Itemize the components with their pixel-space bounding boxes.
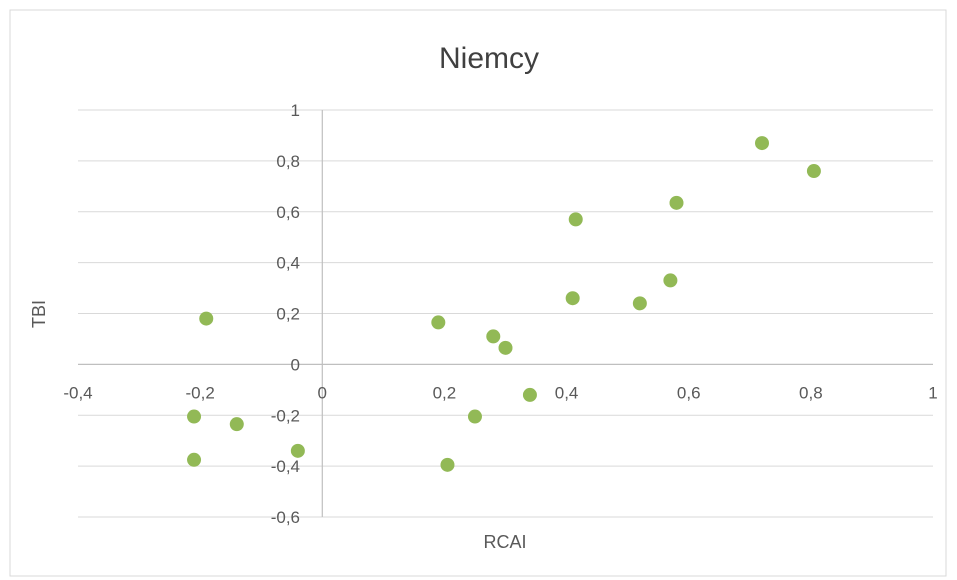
y-tick-label: -0,4 xyxy=(271,457,300,476)
chart-title: Niemcy xyxy=(439,42,539,75)
data-point xyxy=(290,443,305,458)
x-tick-label: 0 xyxy=(318,383,327,402)
data-point xyxy=(431,315,446,330)
data-points xyxy=(187,136,821,472)
y-tick-label: -0,6 xyxy=(271,508,300,527)
x-tick-label: 0,6 xyxy=(677,383,701,402)
x-tick-label: 1 xyxy=(928,383,937,402)
x-tick-label: 0,2 xyxy=(433,383,457,402)
y-tick-label: 0,8 xyxy=(276,152,300,171)
data-point xyxy=(229,417,244,432)
y-tick-label: 0,6 xyxy=(276,203,300,222)
data-point xyxy=(498,340,513,355)
data-point xyxy=(522,387,537,402)
data-point xyxy=(565,291,580,306)
tick-labels: 1 0,8 0,6 0,4 0,2 0 -0,2 -0,4 -0,6 -0,4 -0,2 0 0,2 0,… xyxy=(63,101,937,527)
y-axis-title: TBI xyxy=(29,300,49,328)
y-tick-label: 0 xyxy=(291,355,300,374)
data-point xyxy=(187,452,202,467)
x-axis-title: RCAI xyxy=(483,532,526,552)
x-tick-label: 0,8 xyxy=(799,383,823,402)
x-tick-label: -0,2 xyxy=(185,383,214,402)
data-point xyxy=(467,409,482,424)
data-point xyxy=(486,329,501,344)
axes xyxy=(78,110,933,517)
data-point xyxy=(663,273,678,288)
data-point xyxy=(568,212,583,227)
gridlines xyxy=(78,109,933,518)
data-point xyxy=(669,195,684,210)
x-tick-label: 0,4 xyxy=(555,383,579,402)
data-point xyxy=(440,457,455,472)
chart-border xyxy=(9,9,947,577)
data-point xyxy=(187,409,202,424)
y-tick-label: 0,4 xyxy=(276,254,300,273)
data-point xyxy=(755,136,769,151)
y-tick-label: 0,2 xyxy=(276,305,300,324)
data-point xyxy=(199,311,214,326)
y-tick-label: -0,2 xyxy=(271,406,300,425)
y-tick-label: 1 xyxy=(291,101,300,120)
x-tick-label: -0,4 xyxy=(63,383,92,402)
data-point xyxy=(806,164,821,179)
data-point xyxy=(632,296,647,311)
